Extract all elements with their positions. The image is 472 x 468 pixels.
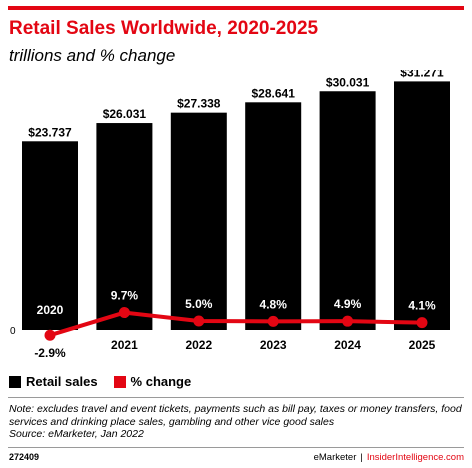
percent-change-label-2020: -2.9% (34, 346, 66, 360)
percent-change-line (48, 310, 424, 338)
bar-value-label-2023: $28.641 (252, 86, 296, 100)
x-tick-label-2023: 2023 (260, 338, 287, 352)
note-text: Note: excludes travel and event tickets,… (9, 403, 462, 428)
percent-change-point-2025 (416, 317, 428, 329)
percent-change-label-2021: 9.7% (111, 289, 139, 303)
zero-tick-label: 0 (10, 326, 16, 337)
chart-id: 272409 (9, 452, 40, 462)
bar-2025 (394, 81, 450, 330)
x-tick-label-2021: 2021 (111, 338, 138, 352)
legend-swatch-bar (9, 375, 21, 388)
brand-emarketer: eMarketer (313, 452, 357, 463)
percent-change-point-2020 (44, 329, 56, 341)
percent-change-point-2022 (193, 315, 205, 327)
bar-2024 (319, 91, 376, 331)
x-tick-label-2025: 2025 (409, 338, 436, 352)
chart-legend: Retail sales % change (9, 374, 207, 389)
x-tick-label-2020: 2020 (37, 303, 64, 317)
legend-label-percent-change: % change (130, 374, 192, 389)
legend-swatch-line (113, 375, 126, 388)
footer-brand: eMarketer | InsiderIntelligence.com (314, 452, 464, 463)
bar-2020 (22, 141, 78, 330)
bar-2021 (96, 123, 153, 330)
percent-change-label-2024: 4.9% (334, 297, 362, 311)
chart-subtitle: trillions and % change (9, 46, 176, 65)
bar-2023 (245, 102, 302, 330)
x-tick-label-2024: 2024 (334, 338, 361, 352)
bar-value-label-2024: $30.031 (326, 75, 370, 89)
percent-change-point-2021 (118, 307, 130, 319)
brand-insider-intelligence: InsiderIntelligence.com (366, 452, 464, 463)
chart-canvas: $23.737 $26.031 $27.338 $28.641 $30.031 $31.2… (10, 70, 450, 360)
legend-item-percent-change: % change (113, 374, 192, 389)
divider (8, 397, 464, 398)
bar-value-label-2025: $31.271 (400, 70, 444, 79)
percent-change-label-2025: 4.1% (408, 299, 436, 313)
bar-value-label-2022: $27.338 (177, 97, 221, 111)
bar-2022 (170, 112, 227, 330)
percent-change-point-2023 (267, 315, 279, 327)
bar-value-label-2021: $26.031 (103, 107, 147, 121)
bar-value-label-2020: $23.737 (28, 125, 72, 139)
legend-item-retail-sales: Retail sales (9, 374, 98, 389)
brand-separator: | (360, 452, 363, 463)
percent-change-point-2024 (342, 315, 354, 327)
percent-change-label-2023: 4.8% (260, 297, 288, 311)
top-accent-rule (8, 6, 464, 10)
chart-title: Retail Sales Worldwide, 2020-2025 (9, 18, 319, 39)
percent-change-label-2022: 5.0% (185, 297, 213, 311)
legend-label-retail-sales: Retail sales (26, 374, 98, 389)
divider (8, 447, 464, 448)
chart-notes: Note: excludes travel and event tickets,… (9, 403, 465, 441)
source-text: Source: eMarketer, Jan 2022 (9, 428, 144, 440)
x-tick-label-2022: 2022 (185, 338, 212, 352)
